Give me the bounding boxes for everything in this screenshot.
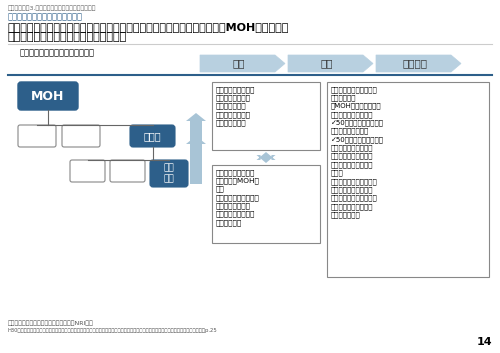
Polygon shape: [288, 55, 373, 72]
Text: 地方の公的医療施設における調達: 地方の公的医療施設における調達: [20, 48, 95, 57]
Text: H30年度・株式会社野村総合研究所「医療ヘルスケア拠点機器促進事業（国際展開体制整備支援事業）マレーシア中小企業海外調査報告」p.25: H30年度・株式会社野村総合研究所「医療ヘルスケア拠点機器促進事業（国際展開体制…: [8, 328, 218, 333]
FancyBboxPatch shape: [150, 160, 188, 187]
Text: 地方局: 地方局: [144, 131, 162, 141]
Polygon shape: [186, 113, 206, 146]
FancyBboxPatch shape: [110, 160, 145, 182]
Bar: [212, 82, 320, 150]
Bar: [327, 82, 489, 277]
Text: MOH: MOH: [32, 90, 64, 102]
Text: 地方の公的医療施設に「シンプル医療機器」を販売するためには、まず、MOH地方局の調: 地方の公的医療施設に「シンプル医療機器」を販売するためには、まず、MOH地方局の…: [8, 22, 290, 32]
Text: 医療
施設: 医療 施設: [164, 163, 174, 184]
FancyBboxPatch shape: [62, 125, 100, 147]
Text: 要求: 要求: [233, 59, 245, 68]
Polygon shape: [186, 136, 206, 184]
Text: ・希望を踏まえ、調
達の実行可否や、
可の場合の予算
額について地方局
に承認を与える: ・希望を踏まえ、調 達の実行可否や、 可の場合の予算 額について地方局 に承認を…: [216, 86, 256, 126]
Text: ・各医療施設の要求
を集約してMOHに
提出
・独自の判断として、
地域内で導入すべ
き医療機器を要求す
ることもある: ・各医療施設の要求 を集約してMOHに 提出 ・独自の判断として、 地域内で導入…: [216, 169, 260, 226]
Text: 14: 14: [476, 337, 492, 347]
FancyBboxPatch shape: [18, 125, 56, 147]
Bar: [212, 165, 320, 243]
Polygon shape: [200, 55, 285, 72]
FancyBboxPatch shape: [130, 125, 175, 147]
Text: ・金額に応じたプロセス
で調達を実施
・MOHが全国分を一括
　調達することもある
✓50万リンギット未満：
　見積に基づく購入
✓50万リンギット以上：
　公: ・金額に応じたプロセス で調達を実施 ・MOHが全国分を一括 調達することもある…: [331, 86, 384, 218]
Polygon shape: [256, 152, 276, 163]
FancyBboxPatch shape: [70, 160, 105, 182]
Text: 出所：公開資料及びヒアリングをもとにNRI整理: 出所：公開資料及びヒアリングをもとにNRI整理: [8, 320, 94, 325]
Polygon shape: [376, 55, 461, 72]
Text: 調達実施: 調達実施: [402, 59, 427, 68]
Text: 地方の公的医療施設における調達: 地方の公的医療施設における調達: [8, 12, 83, 21]
Text: 承認: 承認: [321, 59, 334, 68]
FancyBboxPatch shape: [18, 82, 78, 110]
Text: マレーシア／3.政策・制度・医療機器に対する規制: マレーシア／3.政策・制度・医療機器に対する規制: [8, 5, 96, 11]
Text: 達希望リストに掲載されることが必要。: 達希望リストに掲載されることが必要。: [8, 32, 127, 42]
